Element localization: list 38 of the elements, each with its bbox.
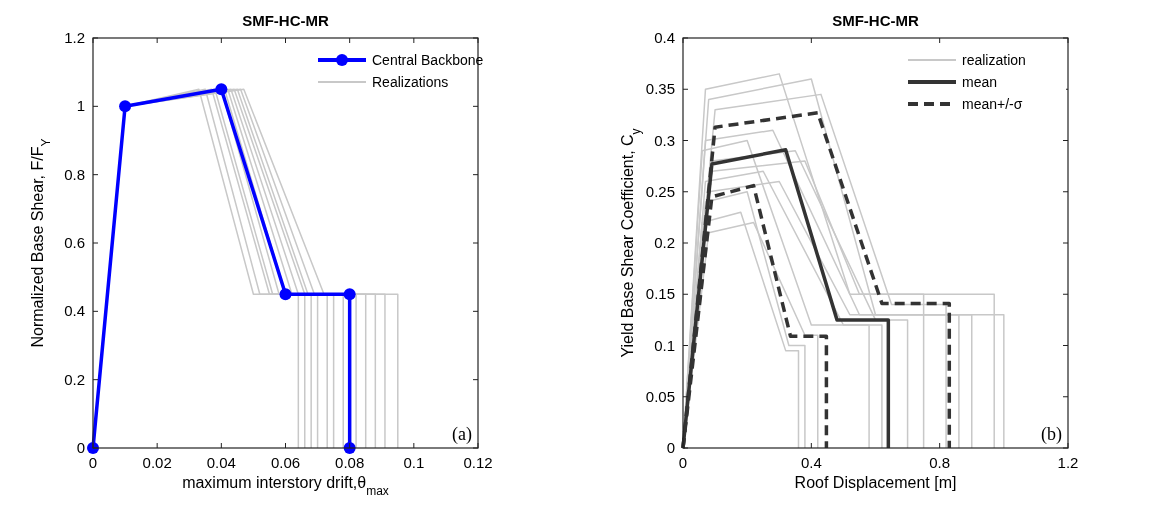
legend-label: mean — [962, 74, 998, 90]
x-tick-label: 0.8 — [929, 454, 951, 471]
y-tick-label: 0.25 — [645, 182, 675, 200]
legend-label: mean+/-σ — [962, 96, 1023, 112]
y-tick-label: 0.4 — [654, 29, 675, 46]
x-tick-label: 0.12 — [463, 454, 493, 471]
x-tick-label: 0.08 — [335, 454, 365, 471]
y-tick-label: 0.1 — [654, 336, 675, 354]
x-tick-label: 0.02 — [142, 454, 172, 471]
legend-label: Central Backbone — [372, 52, 484, 68]
x-tick-label: 0 — [88, 454, 98, 471]
x-tick-label: 0.4 — [800, 454, 822, 471]
y-tick-label: 0.4 — [64, 302, 85, 320]
chart-title: SMF-HC-MR — [832, 12, 919, 29]
y-tick-label: 0.35 — [645, 80, 675, 98]
y-tick-label: 0.2 — [654, 234, 675, 251]
x-tick-label: 1.2 — [1057, 454, 1079, 471]
y-tick-label: 0.2 — [64, 370, 85, 388]
y-tick-label: 0.8 — [64, 165, 85, 183]
annotation: (b) — [1041, 424, 1062, 445]
legend-label: realization — [962, 52, 1026, 68]
y-tick-label: 0.6 — [64, 234, 85, 251]
y-tick-label: 1 — [76, 97, 85, 115]
y-tick-label: 0 — [666, 439, 675, 456]
y-tick-label: 0 — [76, 439, 85, 456]
legend-label: Realizations — [372, 74, 449, 90]
chart-title: SMF-HC-MR — [242, 12, 329, 29]
y-tick-label: 0.15 — [645, 285, 675, 303]
x-tick-label: 0.04 — [206, 454, 236, 471]
x-tick-label: 0 — [678, 454, 688, 471]
x-axis-title: Roof Displacement [m] — [794, 474, 957, 491]
x-axis-title: maximum interstory drift,θ$_{max}$ — [182, 474, 389, 498]
y-tick-label: 1.2 — [64, 29, 85, 46]
annotation: (a) — [452, 424, 472, 445]
y-tick-label: 0.05 — [645, 387, 675, 405]
y-tick-label: 0.3 — [654, 131, 675, 149]
x-tick-label: 0.06 — [270, 454, 301, 471]
x-tick-label: 0.1 — [403, 454, 425, 471]
